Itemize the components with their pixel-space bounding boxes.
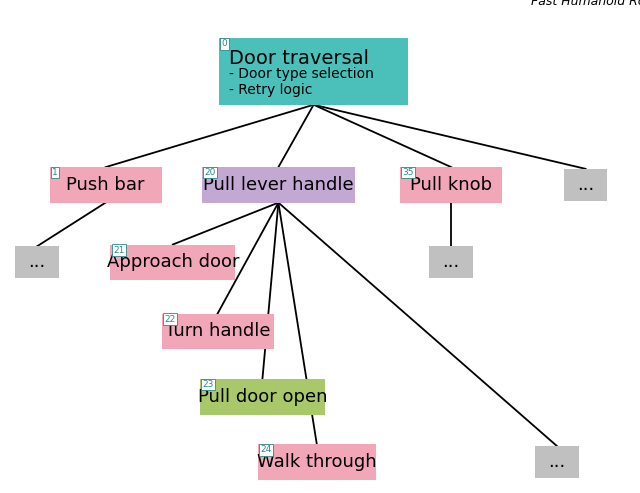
- FancyBboxPatch shape: [162, 314, 274, 349]
- Text: Fast Humanoid Rob: Fast Humanoid Rob: [531, 0, 640, 8]
- Text: 0: 0: [222, 39, 227, 48]
- Text: 1: 1: [52, 168, 58, 177]
- Text: ...: ...: [548, 453, 565, 471]
- FancyBboxPatch shape: [202, 167, 355, 203]
- FancyBboxPatch shape: [219, 38, 408, 105]
- Text: 35: 35: [403, 168, 414, 177]
- Text: 21: 21: [113, 246, 124, 254]
- Text: Approach door: Approach door: [106, 253, 239, 271]
- Text: 20: 20: [204, 168, 216, 177]
- FancyBboxPatch shape: [429, 246, 473, 278]
- Text: - Door type selection
- Retry logic: - Door type selection - Retry logic: [229, 67, 374, 97]
- Text: Turn handle: Turn handle: [165, 322, 270, 340]
- Text: Door traversal: Door traversal: [229, 49, 369, 68]
- Text: Pull door open: Pull door open: [198, 388, 327, 406]
- Text: Pull lever handle: Pull lever handle: [203, 176, 354, 194]
- FancyBboxPatch shape: [15, 246, 59, 278]
- Text: 23: 23: [202, 380, 214, 389]
- Text: 24: 24: [260, 445, 271, 454]
- Text: Push bar: Push bar: [67, 176, 145, 194]
- Text: Walk through: Walk through: [257, 453, 376, 471]
- FancyBboxPatch shape: [535, 446, 579, 478]
- Text: ...: ...: [577, 176, 594, 194]
- FancyBboxPatch shape: [111, 245, 236, 280]
- Text: 22: 22: [164, 315, 175, 323]
- FancyBboxPatch shape: [400, 167, 502, 203]
- Text: ...: ...: [443, 253, 460, 271]
- FancyBboxPatch shape: [257, 444, 376, 480]
- FancyBboxPatch shape: [200, 379, 325, 415]
- Text: Pull knob: Pull knob: [410, 176, 492, 194]
- Text: ...: ...: [29, 253, 45, 271]
- FancyBboxPatch shape: [564, 169, 607, 201]
- FancyBboxPatch shape: [50, 167, 161, 203]
